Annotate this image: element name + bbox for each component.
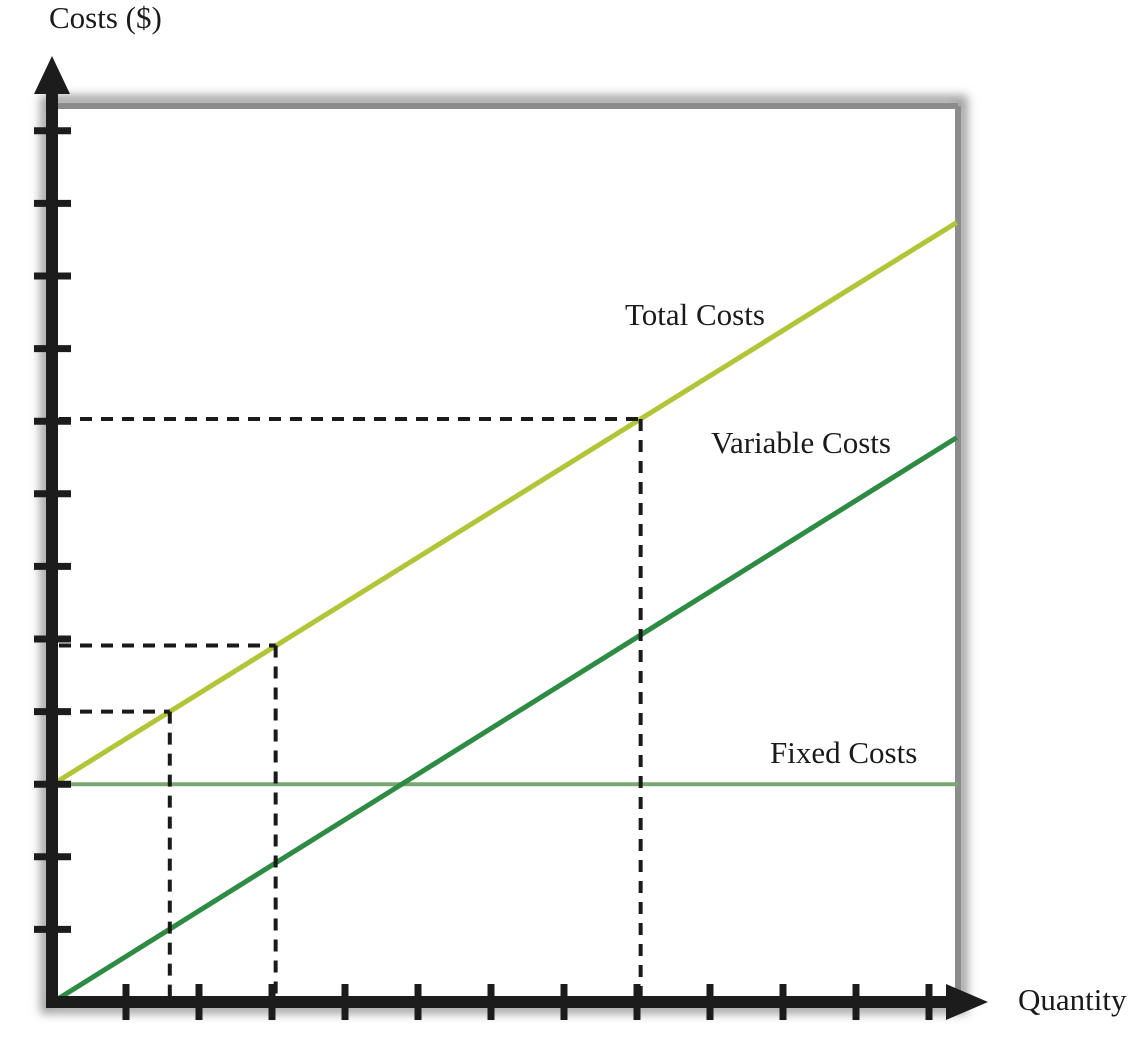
y-axis-title: Costs ($) <box>49 0 162 35</box>
plot-area <box>58 107 955 999</box>
fixed-costs-line-label: Fixed Costs <box>770 735 918 770</box>
y-axis-arrowhead-icon <box>34 56 70 94</box>
x-axis-title: Quantity <box>1018 982 1127 1017</box>
plot-border <box>52 103 961 1001</box>
total-costs-line <box>51 220 959 787</box>
x-axis-arrowhead-icon <box>946 984 988 1020</box>
axes <box>34 56 988 1020</box>
total-costs-line-label: Total Costs <box>625 297 765 332</box>
chart-data-layer <box>51 220 959 1005</box>
variable-costs-line <box>51 435 959 1005</box>
variable-costs-line-label: Variable Costs <box>711 425 891 460</box>
